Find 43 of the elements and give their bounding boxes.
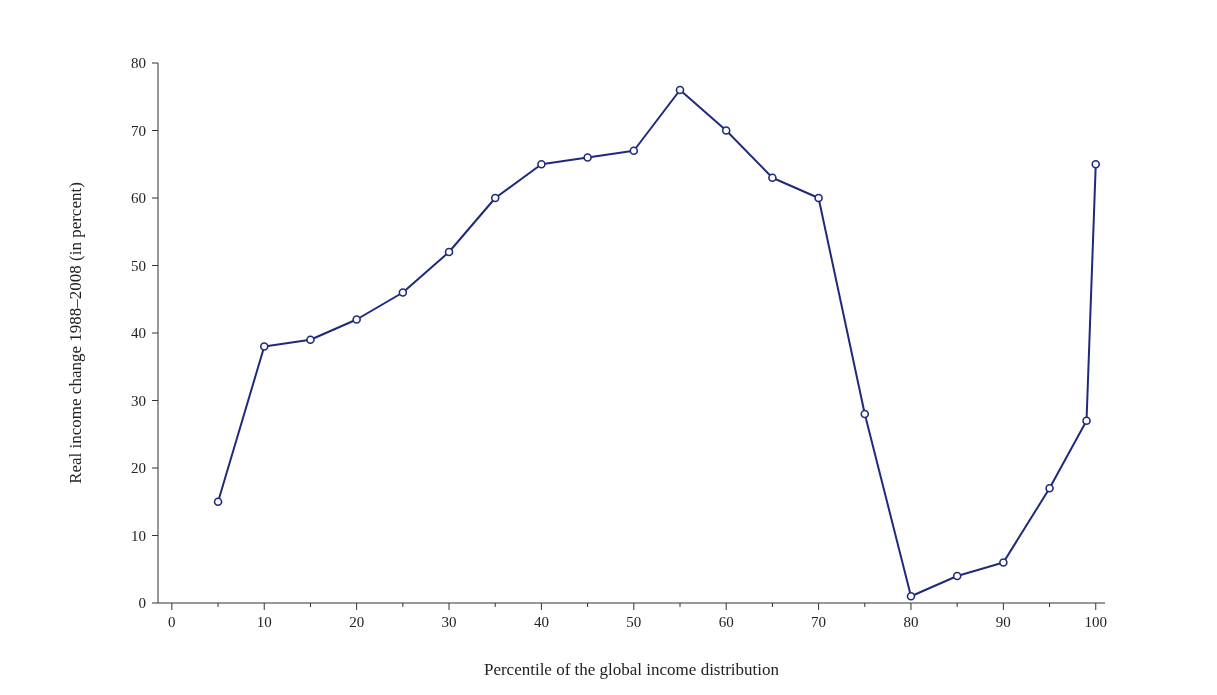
point: [490, 193, 500, 203]
x-tick-label: 30: [441, 614, 457, 630]
x-tick-label: 90: [995, 614, 1011, 630]
x-tick-label: 70: [811, 614, 827, 630]
point: [537, 159, 546, 169]
point: [1091, 159, 1101, 169]
y-tick-label: 20: [131, 460, 146, 477]
x-tick-label: 100: [1084, 614, 1108, 630]
point: [906, 591, 916, 601]
x-tick-label: 60: [718, 614, 734, 630]
y-tick-label: 70: [131, 122, 146, 139]
y-axis-title: Real income change 1988–2008 (in percent): [66, 182, 85, 484]
point: [259, 342, 269, 351]
y-tick-label: 50: [131, 257, 146, 274]
point: [352, 315, 361, 324]
point: [999, 558, 1008, 567]
point: [1045, 483, 1054, 493]
point: [629, 146, 639, 156]
y-tick-label: 40: [131, 325, 146, 342]
point: [213, 497, 223, 507]
point: [721, 126, 731, 135]
y-tick-label: 60: [131, 190, 146, 207]
point: [398, 288, 408, 297]
y-tick-label: 30: [131, 392, 146, 409]
y-tick-label: 10: [131, 527, 146, 544]
point: [1082, 416, 1091, 426]
x-axis-title: Percentile of the global income distribution: [483, 660, 780, 679]
point: [860, 409, 870, 419]
y-tick-label: 0: [138, 595, 146, 612]
point: [583, 153, 592, 162]
point: [814, 193, 823, 203]
x-tick-label: 40: [533, 614, 549, 630]
point: [952, 571, 962, 581]
point: [306, 335, 315, 345]
y-tick-label: 80: [131, 55, 146, 72]
x-tick-label: 50: [626, 614, 642, 630]
x-tick-label: 0: [168, 614, 176, 630]
x-tick-label: 10: [256, 614, 272, 630]
point: [444, 247, 454, 257]
point: [768, 173, 777, 183]
x-tick-label: 80: [903, 614, 919, 630]
x-tick-label: 20: [349, 614, 365, 630]
point: [675, 85, 685, 95]
